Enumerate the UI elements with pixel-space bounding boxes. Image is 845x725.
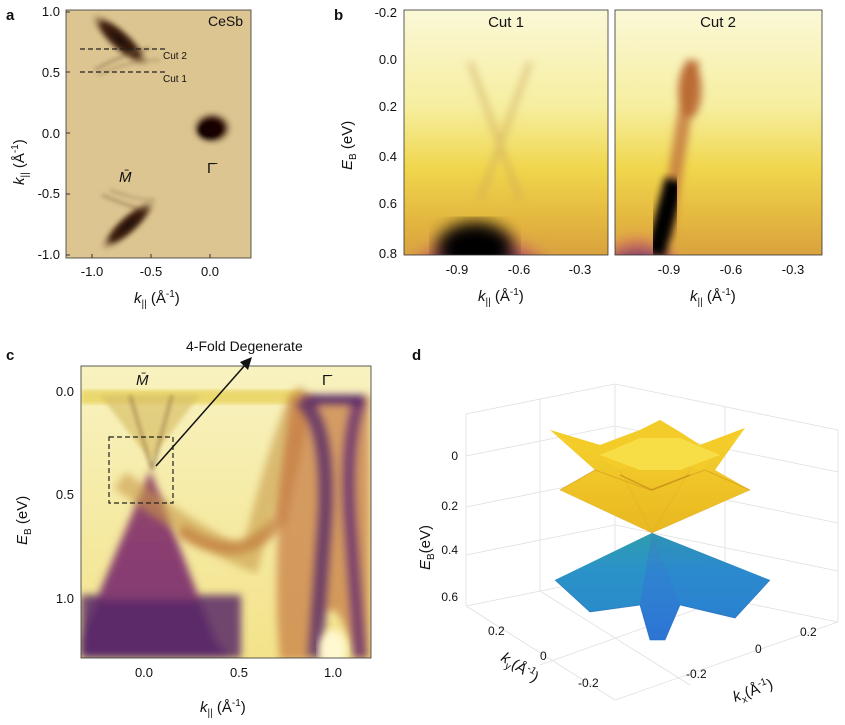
a-xtick-3: 0.0 (201, 264, 219, 279)
d-ztick-4: 0.6 (441, 590, 458, 604)
degenerate-annotation: 4-Fold Degenerate (186, 338, 303, 354)
panel-a-image (66, 10, 251, 258)
b-ytick-1: -0.2 (375, 5, 397, 20)
c-xtick-3: 1.0 (324, 665, 342, 680)
m-point-label-c: M̄ (136, 372, 149, 389)
a-xtick-2: -0.5 (140, 264, 162, 279)
a-ytick-2: 0.5 (42, 65, 60, 80)
panel-b-cut1-image (404, 10, 608, 255)
c-ytick-3: 1.0 (56, 591, 74, 606)
panel-d-zticks: 0 0.2 0.4 0.6 (441, 449, 458, 604)
a-xlabel: k|| (Å-1) (134, 289, 180, 310)
b-ytick-4: 0.4 (379, 149, 397, 164)
cut1-title: Cut 1 (488, 14, 524, 31)
cut1-label: Cut 1 (163, 74, 187, 85)
panel-c-label: c (6, 347, 14, 364)
cut2-title: Cut 2 (700, 14, 736, 31)
a-ytick-3: 0.0 (42, 126, 60, 141)
panel-d: d (412, 347, 839, 709)
d-kylabel: ky(Å-1) (496, 648, 542, 688)
d-kxlabel: kx(Å-1) (730, 675, 776, 709)
panel-b: b Cut 1 Cut 2 (334, 5, 823, 308)
panel-b-cut2-image (615, 10, 822, 255)
panel-d-kyticks: 0.2 0 -0.2 (488, 624, 599, 690)
panel-a-label: a (6, 7, 15, 24)
gamma-point-label-c: Γ̄ (322, 372, 332, 389)
upper-cone (550, 420, 751, 534)
panel-b-xticks: -0.9 -0.6 -0.3 -0.9 -0.6 -0.3 (446, 262, 804, 277)
panel-c-yticks: 0.0 0.5 1.0 (56, 384, 74, 606)
b2-xtick-1: -0.9 (658, 262, 680, 277)
arrow-head (240, 357, 252, 370)
panel-d-kxticks: -0.2 0 0.2 (686, 625, 817, 681)
a-xtick-1: -1.0 (81, 264, 103, 279)
m-point-label-a: M̄ (119, 169, 132, 186)
b-ytick-2: 0.0 (379, 52, 397, 67)
b1-xtick-2: -0.6 (508, 262, 530, 277)
a-ylabel: k|| (Å-1) (10, 139, 31, 185)
d-kxtick-3: 0.2 (800, 625, 817, 639)
b-ytick-3: 0.2 (379, 99, 397, 114)
c-ytick-1: 0.0 (56, 384, 74, 399)
b1-xtick-3: -0.3 (569, 262, 591, 277)
b2-xtick-2: -0.6 (720, 262, 742, 277)
panel-c-xticks: 0.0 0.5 1.0 (135, 665, 342, 680)
d-ztick-3: 0.4 (441, 543, 458, 557)
panel-c-image (81, 366, 371, 658)
cut2-label: Cut 2 (163, 51, 187, 62)
panel-c: c (6, 338, 372, 719)
b1-xtick-1: -0.9 (446, 262, 468, 277)
b-ytick-5: 0.6 (379, 196, 397, 211)
b2-xtick-3: -0.3 (782, 262, 804, 277)
panel-b-label: b (334, 7, 343, 24)
b-ylabel: EB (eV) (339, 121, 359, 170)
d-kytick-1: 0.2 (488, 624, 505, 638)
panel-a-xticks: -1.0 -0.5 0.0 (81, 254, 219, 279)
a-ytick-5: -1.0 (38, 247, 60, 262)
d-zlabel: EB(eV) (417, 525, 437, 570)
panel-d-label: d (412, 347, 421, 364)
c-xlabel: k|| (Å-1) (200, 698, 246, 719)
sample-label: CeSb (208, 13, 243, 29)
panel-a: a Cut 2 Cut 1 (6, 4, 252, 310)
panel-b-yticks: -0.2 0.0 0.2 0.4 0.6 0.8 (375, 5, 397, 261)
c-xtick-1: 0.0 (135, 665, 153, 680)
d-ztick-1: 0 (451, 449, 458, 463)
d-kxtick-1: -0.2 (686, 667, 707, 681)
panel-a-yticks: 1.0 0.5 0.0 -0.5 -1.0 (38, 4, 70, 262)
gamma-point-label-a: Γ̄ (207, 160, 217, 177)
c-ytick-2: 0.5 (56, 487, 74, 502)
d-ztick-2: 0.2 (441, 499, 458, 513)
b1-xlabel: k|| (Å-1) (478, 287, 524, 308)
a-ytick-4: -0.5 (38, 186, 60, 201)
lower-cone (554, 533, 771, 641)
degenerate-arrow (155, 363, 247, 467)
c-ylabel: EB (eV) (14, 496, 34, 545)
a-ytick-1: 1.0 (42, 4, 60, 19)
degenerate-box (108, 436, 174, 504)
b2-xlabel: k|| (Å-1) (690, 287, 736, 308)
d-kytick-3: -0.2 (578, 676, 599, 690)
c-xtick-2: 0.5 (230, 665, 248, 680)
d-kxtick-2: 0 (755, 642, 762, 656)
d-kytick-2: 0 (540, 649, 547, 663)
b-ytick-6: 0.8 (379, 246, 397, 261)
